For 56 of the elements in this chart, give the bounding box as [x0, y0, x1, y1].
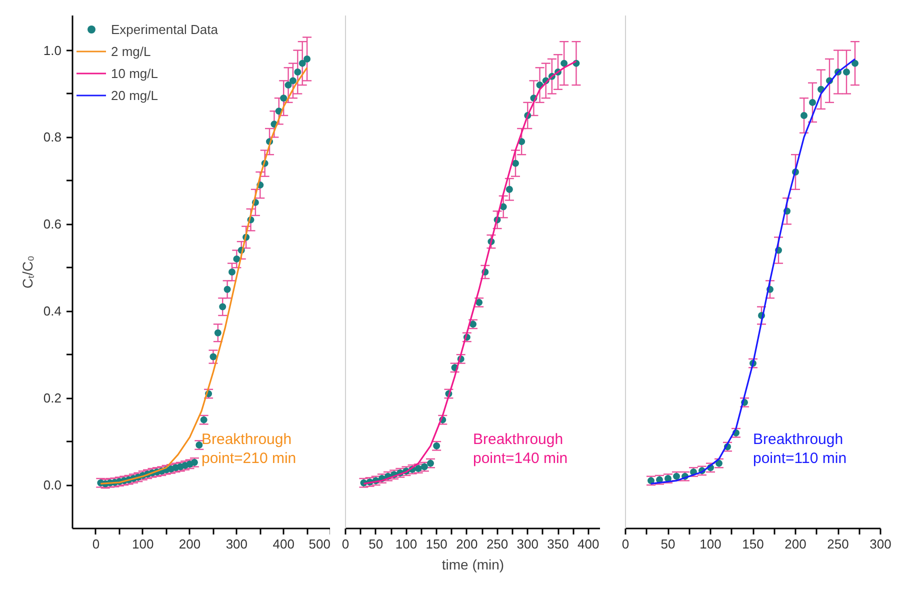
point [506, 186, 513, 193]
point [214, 329, 222, 336]
legend-label: 20 mg/L [111, 88, 158, 102]
x-tick-label: 100 [700, 536, 722, 552]
point [289, 77, 296, 84]
x-axis-title: time (min) [442, 556, 504, 572]
point [210, 353, 217, 360]
annotation: Breakthrough point=210 min [202, 431, 296, 468]
x-tick-label: 0 [92, 536, 100, 552]
x-tick-label: 100 [395, 536, 418, 552]
point [280, 94, 288, 102]
legend-label: 2 mg/L [111, 44, 151, 58]
x-tick-label: 250 [486, 536, 508, 552]
x-tick-label: 350 [547, 536, 569, 552]
x-tick-label: 150 [742, 536, 764, 552]
y-axis-title: Cₜ/C₀ [19, 255, 36, 288]
point [512, 160, 519, 167]
point [852, 60, 858, 67]
legend-label: Experimental Data [111, 22, 218, 36]
y-tick-label: 0.0 [43, 478, 62, 493]
x-tick-label: 400 [272, 536, 294, 552]
x-tick-label: 150 [426, 536, 448, 552]
x-tick-label: 0 [622, 536, 630, 552]
y-tick-label: 0.8 [43, 130, 62, 145]
x-tick-label: 300 [516, 536, 538, 552]
point [560, 60, 568, 67]
x-tick-label: 500 [308, 536, 331, 552]
point [298, 60, 306, 67]
x-tick-label: 200 [456, 536, 478, 552]
point [809, 98, 816, 106]
x-tick-label: 0 [342, 536, 350, 552]
x-tick-label: 200 [178, 536, 201, 552]
x-tick-label: 400 [578, 536, 600, 552]
x-tick-label: 250 [827, 536, 849, 552]
legend-label: 10 mg/L [111, 66, 158, 80]
annotation: Breakthrough point=110 min [753, 431, 847, 468]
point [284, 82, 292, 89]
point [294, 68, 302, 76]
point [800, 112, 808, 119]
y-tick-label: 0.2 [43, 390, 62, 406]
point [219, 303, 226, 310]
point [233, 255, 240, 262]
point [843, 68, 850, 76]
y-tick-label: 0.6 [43, 216, 62, 232]
x-tick-label: 300 [870, 536, 892, 552]
point [228, 268, 236, 276]
x-tick-label: 200 [784, 536, 806, 552]
point [224, 286, 231, 293]
annotation: Breakthrough point=140 min [473, 431, 568, 468]
x-tick-label: 50 [368, 536, 384, 552]
y-tick-label: 1.0 [43, 42, 62, 58]
x-tick-label: 50 [660, 536, 676, 552]
point [304, 55, 311, 62]
x-tick-label: 100 [132, 536, 154, 552]
x-tick-label: 300 [226, 536, 248, 552]
y-tick-label: 0.4 [43, 304, 62, 319]
